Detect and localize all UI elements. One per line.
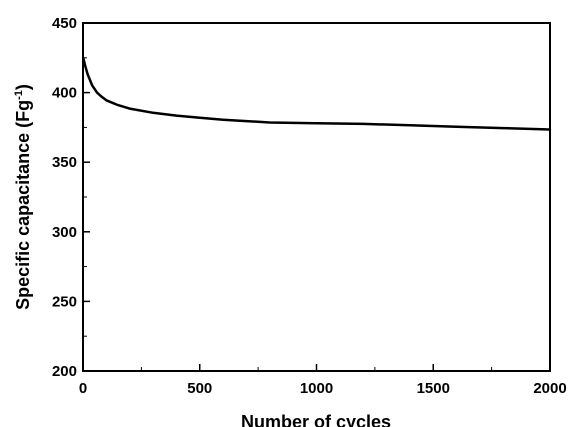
y-tick-label-350: 350	[52, 154, 77, 171]
x-tick-label-500: 500	[187, 380, 212, 397]
y-axis-title-main: Specific capacitance (Fg	[13, 100, 33, 310]
x-axis-title: Number of cycles	[241, 412, 391, 427]
y-axis-title-superscript: -1	[13, 90, 25, 100]
x-tick-label-1500: 1500	[417, 380, 450, 397]
y-axis-title: Specific capacitance (Fg-1)	[13, 84, 33, 310]
ticks-layer: 0 500 1000 1500 2000 200 250 300 350 400 450	[52, 15, 567, 397]
y-tick-label-450: 450	[52, 15, 77, 32]
y-tick-label-300: 300	[52, 224, 77, 241]
y-tick-label-400: 400	[52, 85, 77, 102]
series-layer	[81, 56, 552, 131]
series-line-0	[81, 56, 552, 131]
plot-frame	[82, 22, 551, 372]
y-tick-label-200: 200	[52, 363, 77, 380]
y-axis-title-close: )	[13, 84, 33, 90]
y-tick-label-250: 250	[52, 293, 77, 310]
x-tick-label-1000: 1000	[300, 380, 333, 397]
x-tick-label-2000: 2000	[533, 380, 566, 397]
x-tick-label-0: 0	[79, 380, 87, 397]
